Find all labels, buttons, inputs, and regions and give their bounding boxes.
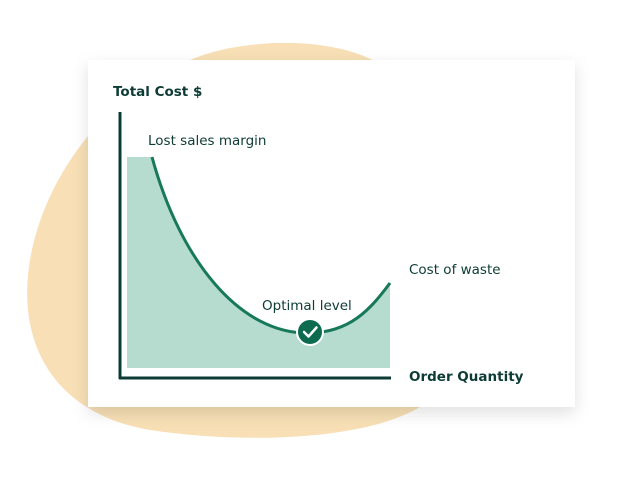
annotation: Cost of waste — [409, 262, 501, 278]
optimal-marker — [296, 318, 324, 346]
annotation: Optimal level — [262, 298, 352, 314]
x-axis-label: Order Quantity — [409, 369, 524, 385]
cost-area — [127, 157, 390, 368]
check-icon — [302, 326, 318, 338]
y-axis-label: Total Cost $ — [113, 84, 202, 100]
annotation: Lost sales margin — [148, 133, 266, 149]
cost-curve — [150, 156, 392, 335]
